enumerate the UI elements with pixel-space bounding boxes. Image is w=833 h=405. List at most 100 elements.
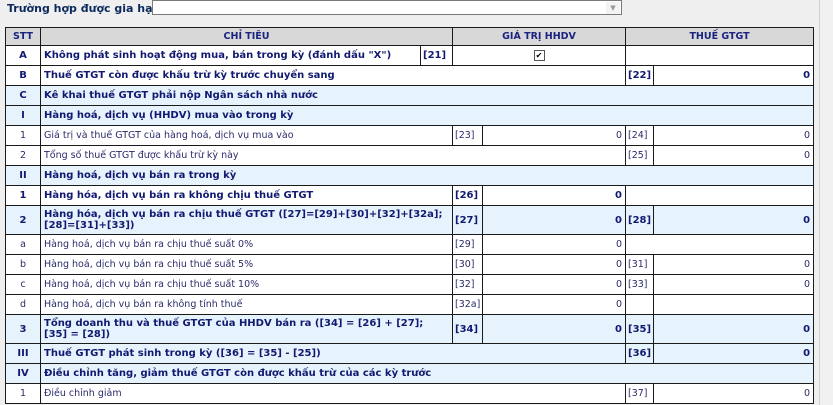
goods-code: [32] (452, 274, 484, 295)
table-row: C Kê khai thuế GTGT phải nộp Ngân sách nh… (5, 85, 815, 106)
tax-code: [25] (625, 145, 655, 166)
header-chi-tieu: CHỈ TIÊU (39, 27, 454, 46)
goods-value-input[interactable]: 0 (482, 234, 627, 255)
row-stt: b (5, 254, 41, 275)
row-label: Thuế GTGT còn được khấu trừ kỳ trước chu… (39, 65, 627, 86)
row-stt: 2 (5, 205, 41, 235)
goods-code: [30] (452, 254, 484, 275)
row-stt: 1 (5, 383, 41, 404)
table-header: STT CHỈ TIÊU GIÁ TRỊ HHDV THUẾ GTGT (5, 27, 815, 46)
row-stt: IV (5, 363, 41, 384)
row-stt: a (5, 234, 41, 255)
empty-cell (625, 185, 815, 206)
table-row: A Không phát sinh hoạt động mua, bán tron… (5, 45, 815, 66)
header-gia-tri: GIÁ TRỊ HHDV (452, 27, 627, 46)
row-label: Hàng hoá, dịch vụ bán ra không tính thuế (39, 294, 454, 315)
table-row: 1 Điều chỉnh giảm [37] 0 (5, 383, 815, 404)
tax-value-input[interactable]: 0 (653, 254, 815, 275)
table-row: II Hàng hoá, dịch vụ bán ra trong kỳ (5, 165, 815, 186)
row-label: Tổng doanh thu và thuế GTGT của HHDV bán… (39, 314, 454, 344)
goods-code: [34] (452, 314, 484, 344)
table-row: 1 Hàng hóa, dịch vụ bán ra không chịu thu… (5, 185, 815, 206)
table-row: b Hàng hoá, dịch vụ bán ra chịu thuế suất… (5, 254, 815, 275)
table-row: I Hàng hoá, dịch vụ (HHDV) mua vào trong … (5, 105, 815, 126)
table-row: 3 Tổng doanh thu và thuế GTGT của HHDV bá… (5, 314, 815, 344)
tax-value-input[interactable] (653, 294, 815, 315)
row-stt: c (5, 274, 41, 295)
tax-code: [28] (625, 205, 655, 235)
no-activity-checkbox[interactable]: ✔ (533, 50, 545, 61)
section-label: Kê khai thuế GTGT phải nộp Ngân sách nhà… (39, 85, 815, 106)
table-row: B Thuế GTGT còn được khấu trừ kỳ trước ch… (5, 65, 815, 86)
table-row: a Hàng hoá, dịch vụ bán ra chịu thuế suất… (5, 234, 815, 255)
tax-value-input[interactable]: 0 (653, 205, 815, 235)
row-label: Không phát sinh hoạt động mua, bán trong… (40, 45, 421, 66)
goods-code: [27] (452, 205, 484, 235)
table-row: c Hàng hoá, dịch vụ bán ra chịu thuế suất… (5, 274, 815, 295)
row-label: Hàng hoá, dịch vụ bán ra chịu thuế suất … (39, 234, 454, 255)
tax-value-input[interactable]: 0 (653, 343, 815, 364)
header-stt: STT (5, 27, 41, 46)
no-activity-checkbox-cell: ✔ (452, 45, 627, 66)
tax-value-input[interactable]: 0 (653, 145, 815, 166)
header-thue: THUẾ GTGT (625, 27, 815, 46)
extension-select[interactable]: ▼ (152, 0, 622, 15)
vertical-scrollbar[interactable] (819, 0, 833, 405)
tax-value-input[interactable]: 0 (653, 274, 815, 295)
row-stt: B (5, 65, 41, 86)
vat-declaration-table: STT CHỈ TIÊU GIÁ TRỊ HHDV THUẾ GTGT A Khô… (5, 27, 815, 404)
tax-value-input[interactable]: 0 (653, 314, 815, 344)
goods-code: [26] (452, 185, 484, 206)
goods-value-input[interactable]: 0 (482, 185, 627, 206)
table-row: IV Điều chỉnh tăng, giảm thuế GTGT còn đư… (5, 363, 815, 384)
tax-value-input[interactable]: 0 (653, 125, 815, 146)
extension-label: Trường hợp được gia hạn: (7, 2, 165, 15)
tax-code: [37] (625, 383, 655, 404)
section-label: Hàng hoá, dịch vụ bán ra trong kỳ (39, 165, 815, 186)
row-label: Hàng hóa, dịch vụ bán ra chịu thuế GTGT … (39, 205, 454, 235)
row-stt: d (5, 294, 41, 315)
row-label: Tổng số thuế GTGT được khấu trừ kỳ này (39, 145, 627, 166)
row-stt: III (5, 343, 41, 364)
goods-value-input[interactable]: 0 (482, 294, 627, 315)
tax-code: [36] (625, 343, 655, 364)
row-label: Hàng hoá, dịch vụ bán ra chịu thuế suất … (39, 274, 454, 295)
row-stt: C (5, 85, 41, 106)
dropdown-arrow-icon[interactable]: ▼ (606, 2, 620, 14)
row-label: Hàng hoá, dịch vụ bán ra chịu thuế suất … (39, 254, 454, 275)
table-row: 1 Giá trị và thuế GTGT của hàng hoá, dịch… (5, 125, 815, 146)
tax-code: [35] (625, 314, 655, 344)
empty-cell (625, 45, 815, 66)
row-stt: II (5, 165, 41, 186)
row-label: Giá trị và thuế GTGT của hàng hoá, dịch … (39, 125, 454, 146)
row-stt: 1 (5, 185, 41, 206)
section-label: Hàng hoá, dịch vụ (HHDV) mua vào trong k… (39, 105, 815, 126)
tax-value-input[interactable]: 0 (653, 65, 815, 86)
tax-code: [22] (625, 65, 655, 86)
row-stt: A (5, 45, 41, 66)
table-row: III Thuế GTGT phát sinh trong kỳ ([36] = … (5, 343, 815, 364)
tax-code: [24] (625, 125, 655, 146)
row-label: Thuế GTGT phát sinh trong kỳ ([36] = [35… (39, 343, 627, 364)
row-label: Điều chỉnh giảm (39, 383, 627, 404)
row-stt: 1 (5, 125, 41, 146)
row-label: Hàng hóa, dịch vụ bán ra không chịu thuế… (39, 185, 454, 206)
row-stt: 3 (5, 314, 41, 344)
tax-code: [33] (625, 274, 655, 295)
empty-cell (625, 234, 815, 255)
goods-value-input[interactable]: 0 (482, 314, 627, 344)
table-row: 2 Tổng số thuế GTGT được khấu trừ kỳ này[… (5, 145, 815, 166)
goods-value-input[interactable]: 0 (482, 205, 627, 235)
tax-code: [31] (625, 254, 655, 275)
tax-value-input[interactable]: 0 (653, 383, 815, 404)
section-label: Điều chỉnh tăng, giảm thuế GTGT còn được… (39, 363, 815, 384)
goods-value-input[interactable]: 0 (482, 125, 627, 146)
goods-value-input[interactable]: 0 (482, 254, 627, 275)
goods-code: [23] (452, 125, 484, 146)
row-stt: I (5, 105, 41, 126)
goods-code: [32a] (452, 294, 484, 315)
extension-bar: Trường hợp được gia hạn: ▼ (0, 0, 833, 20)
tax-code (625, 294, 655, 315)
row-code: [21] (419, 45, 454, 66)
goods-value-input[interactable]: 0 (482, 274, 627, 295)
